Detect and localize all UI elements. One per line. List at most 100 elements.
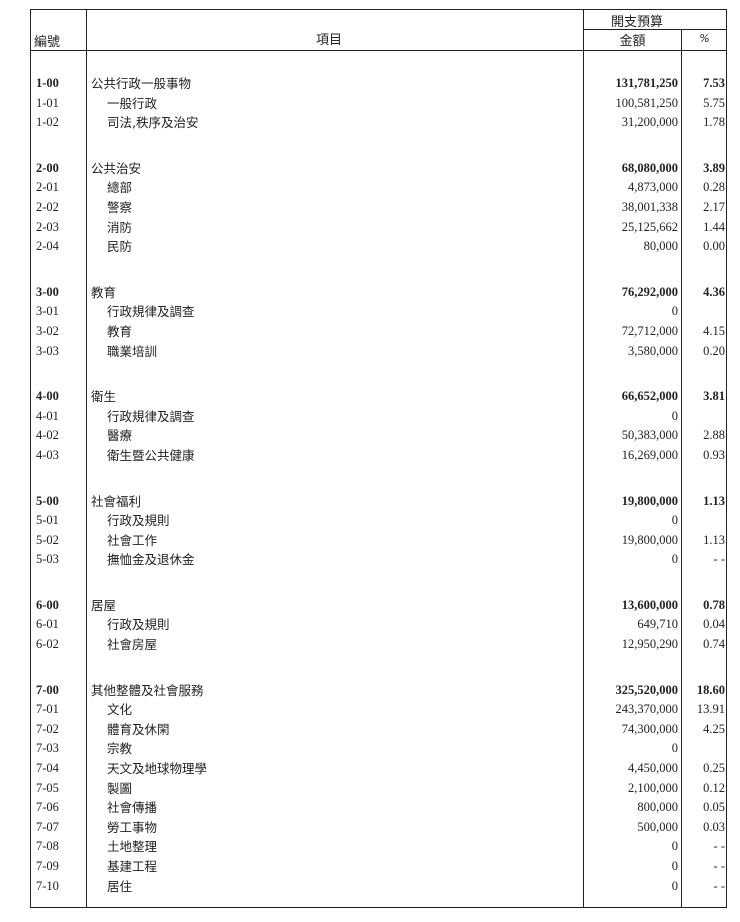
table-row: 7-01 文化 243,370,000 13.91: [31, 700, 728, 720]
amount-cell: 243,370,000: [615, 702, 679, 717]
code-cell: 7-01: [36, 702, 59, 717]
item-cell: 土地整理: [107, 839, 158, 855]
category-row: 3-00 教育 76,292,000 4.36: [31, 283, 728, 303]
percent-cell: 3.81: [703, 389, 725, 404]
table-row: 6-02 社會房屋 12,950,290 0.74: [31, 635, 728, 655]
item-cell: 公共治安: [91, 160, 142, 176]
code-cell: 4-00: [36, 389, 59, 404]
table-row: 7-05 製圖 2,100,000 0.12: [31, 779, 728, 799]
item-cell: 撫恤金及退休金: [107, 552, 195, 568]
code-cell: 1-00: [36, 76, 59, 90]
item-cell: 居屋: [91, 597, 117, 613]
item-cell: 衛生暨公共健康: [107, 447, 195, 463]
row-group: 2-00 公共治安 68,080,000 3.89 2-01 總部 4,873,000 0.2…: [31, 159, 728, 257]
table-row: 1-01 一般行政 100,581,250 5.75: [31, 94, 728, 114]
amount-cell: 649,710: [637, 617, 678, 632]
item-header: 項目: [316, 33, 343, 48]
amount-cell: 74,300,000: [621, 721, 678, 736]
code-cell: 7-09: [36, 859, 59, 873]
amount-cell: 31,200,000: [621, 115, 678, 130]
table-row: 7-07 勞工事物 500,000 0.03: [31, 818, 728, 838]
percent-cell: 1.13: [703, 493, 725, 508]
category-row: 6-00 居屋 13,600,000 0.78: [31, 596, 728, 616]
code-cell: 2-03: [36, 219, 59, 234]
category-row: 1-00 公共行政一般事物 131,781,250 7.53: [31, 74, 728, 94]
amount-cell: 0: [671, 839, 678, 854]
percent-cell: 7.53: [703, 76, 725, 90]
table-row: 7-06 社會傳播 800,000 0.05: [31, 798, 728, 818]
code-cell: 2-01: [36, 180, 59, 195]
amount-cell: 100,581,250: [615, 95, 679, 110]
item-cell: 其他整體及社會服務: [91, 682, 204, 698]
amount-cell: 0: [671, 859, 678, 873]
code-header: 編號: [34, 35, 61, 50]
amount-cell: 80,000: [643, 239, 678, 254]
table-row: 7-08 土地整理 0 - -: [31, 837, 728, 857]
percent-cell: 0.05: [703, 800, 725, 815]
percent-cell: [682, 511, 728, 531]
amount-cell: 68,080,000: [621, 160, 678, 175]
table-row: 5-01 行政及規則 0: [31, 511, 728, 531]
table-row: 7-04 天文及地球物理學 4,450,000 0.25: [31, 759, 728, 779]
percent-cell: [682, 407, 728, 427]
percent-cell: 13.91: [696, 702, 725, 717]
code-cell: 6-00: [36, 597, 59, 612]
code-cell: 6-02: [36, 637, 59, 652]
table-row: 6-01 行政及規則 649,710 0.04: [31, 615, 728, 635]
item-cell: 警察: [107, 199, 133, 215]
row-group: 1-00 公共行政一般事物 131,781,250 7.53 1-01 一般行政 100,5…: [31, 74, 728, 133]
item-cell: 勞工事物: [107, 819, 158, 835]
amount-cell: 4,450,000: [628, 761, 678, 776]
row-group: 3-00 教育 76,292,000 4.36 3-01 行政規律及調查 0 3-02 教育 72…: [31, 283, 728, 361]
category-row: 7-00 其他整體及社會服務 325,520,000 18.60: [31, 681, 728, 701]
budget-header: 開支預算: [610, 15, 663, 30]
percent-cell: 0.04: [703, 617, 725, 632]
item-cell: 社會房屋: [107, 637, 158, 653]
percent-cell: 1.13: [703, 532, 725, 547]
percent-cell: - -: [713, 839, 725, 854]
amount-cell: 12,950,290: [621, 637, 678, 652]
code-cell: 1-02: [36, 115, 59, 130]
amount-cell: 2,100,000: [628, 780, 678, 795]
item-cell: 宗教: [107, 741, 133, 757]
percent-cell: 1.44: [703, 219, 725, 234]
percent-cell: [682, 302, 728, 322]
amount-cell: 50,383,000: [621, 428, 678, 443]
row-group: 5-00 社會福利 19,800,000 1.13 5-01 行政及規則 0 5-02 社會工作…: [31, 492, 728, 570]
item-cell: 公共行政一般事物: [91, 76, 192, 91]
table-row: 3-02 教育 72,712,000 4.15: [31, 322, 728, 342]
item-cell: 醫療: [107, 428, 133, 444]
code-cell: 4-03: [36, 447, 59, 462]
item-cell: 居住: [107, 878, 133, 894]
item-cell: 行政及規則: [107, 617, 170, 633]
code-cell: 2-02: [36, 199, 59, 214]
item-cell: 職業培訓: [107, 343, 158, 359]
item-cell: 行政規律及調查: [107, 304, 195, 320]
amount-cell: 25,125,662: [621, 219, 678, 234]
category-row: 5-00 社會福利 19,800,000 1.13: [31, 492, 728, 512]
percent-header: %: [699, 32, 710, 45]
amount-cell: 131,781,250: [615, 76, 679, 90]
item-cell: 總部: [107, 180, 133, 196]
table-row: 2-01 總部 4,873,000 0.28: [31, 178, 728, 198]
item-cell: 衛生: [91, 389, 117, 405]
table-row: 5-02 社會工作 19,800,000 1.13: [31, 531, 728, 551]
amount-cell: 0: [671, 304, 678, 319]
code-cell: 3-02: [36, 323, 59, 338]
table-row: 2-02 警察 38,001,338 2.17: [31, 198, 728, 218]
percent-cell: 0.03: [703, 819, 725, 834]
code-cell: 7-08: [36, 839, 59, 854]
amount-cell: 76,292,000: [621, 284, 678, 299]
percent-cell: 0.28: [703, 180, 725, 195]
code-cell: 5-00: [36, 493, 59, 508]
table-row: 4-01 行政規律及調查 0: [31, 407, 728, 427]
table-row: 1-02 司法,秩序及治安 31,200,000 1.78: [31, 113, 728, 133]
percent-cell: 18.60: [696, 682, 725, 697]
code-cell: 5-01: [36, 513, 59, 528]
item-cell: 一般行政: [107, 95, 158, 111]
amount-cell: 16,269,000: [621, 447, 678, 462]
item-cell: 民防: [107, 239, 133, 255]
code-cell: 2-00: [36, 160, 59, 175]
table-row: 5-03 撫恤金及退休金 0 - -: [31, 550, 728, 570]
percent-cell: 2.17: [703, 199, 725, 214]
